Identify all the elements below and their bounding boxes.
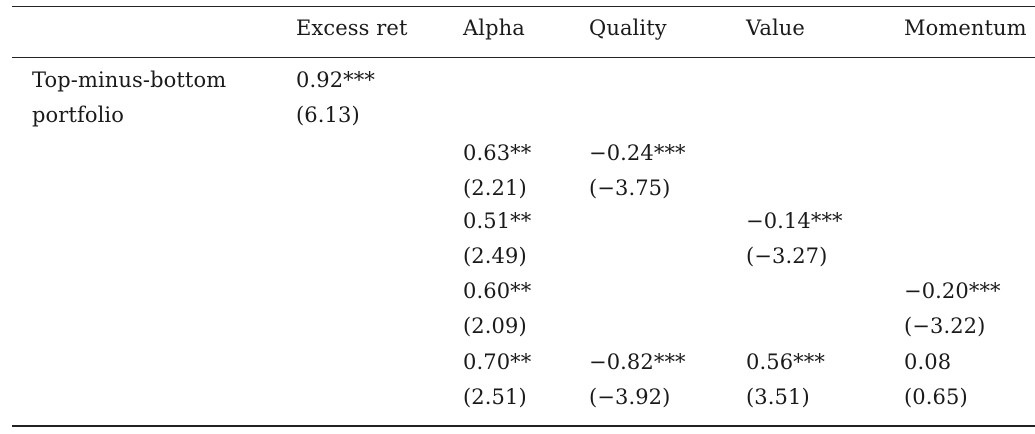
cell-quality-coef: −0.82*** — [589, 350, 686, 374]
cell-momentum-coef: 0.08 — [904, 350, 952, 374]
row-label: Top-minus-bottom — [32, 68, 227, 92]
cell-quality-coef: −0.24*** — [589, 141, 686, 165]
cell-alpha-coef: 0.63** — [463, 141, 532, 165]
table-top-rule — [12, 6, 1035, 7]
table-bottom-rule — [12, 425, 1035, 427]
cell-excess-ret-tstat: (6.13) — [296, 103, 360, 127]
cell-value-coef: 0.56*** — [746, 350, 825, 374]
row-label-continued: portfolio — [32, 103, 124, 127]
cell-momentum-coef: −0.20*** — [904, 279, 1001, 303]
cell-value-tstat: (3.51) — [746, 385, 810, 409]
cell-quality-tstat: (−3.92) — [589, 385, 671, 409]
header-value: Value — [746, 16, 805, 40]
table-header-rule — [12, 57, 1035, 58]
cell-alpha-coef: 0.51** — [463, 209, 532, 233]
header-momentum: Momentum — [904, 16, 1027, 40]
header-quality: Quality — [589, 16, 667, 40]
cell-alpha-coef: 0.60** — [463, 279, 532, 303]
header-alpha: Alpha — [463, 16, 525, 40]
cell-alpha-coef: 0.70** — [463, 350, 532, 374]
cell-value-coef: −0.14*** — [746, 209, 843, 233]
cell-quality-tstat: (−3.75) — [589, 176, 671, 200]
cell-alpha-tstat: (2.51) — [463, 385, 527, 409]
header-excess-ret: Excess ret — [296, 16, 408, 40]
cell-momentum-tstat: (0.65) — [904, 385, 968, 409]
cell-alpha-tstat: (2.49) — [463, 244, 527, 268]
cell-momentum-tstat: (−3.22) — [904, 314, 986, 338]
cell-alpha-tstat: (2.09) — [463, 314, 527, 338]
cell-alpha-tstat: (2.21) — [463, 176, 527, 200]
cell-excess-ret-coef: 0.92*** — [296, 68, 375, 92]
cell-value-tstat: (−3.27) — [746, 244, 828, 268]
